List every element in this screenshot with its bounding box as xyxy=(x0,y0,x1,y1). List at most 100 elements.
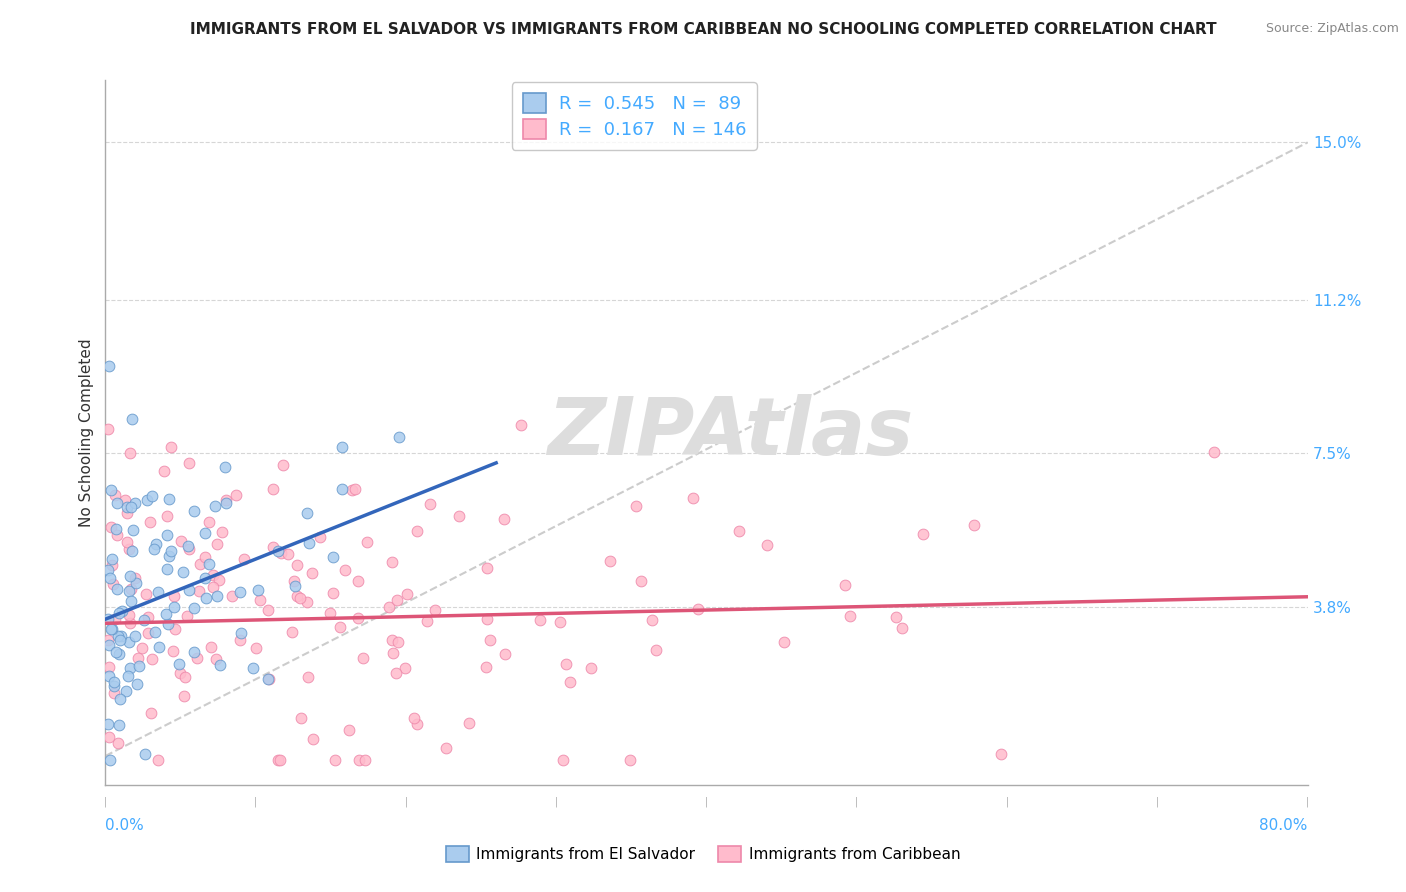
Point xyxy=(322,550,344,565)
Point xyxy=(290,711,312,725)
Point xyxy=(125,576,148,591)
Point xyxy=(183,504,205,518)
Point xyxy=(262,483,284,497)
Point xyxy=(215,496,238,510)
Point xyxy=(510,418,533,433)
Point xyxy=(118,542,141,557)
Point xyxy=(256,672,278,686)
Point xyxy=(120,446,142,460)
Point xyxy=(271,458,294,473)
Point xyxy=(377,599,399,614)
Point xyxy=(104,488,127,502)
Point xyxy=(297,670,319,684)
Point xyxy=(115,506,138,520)
Point xyxy=(205,536,228,550)
Point xyxy=(167,657,190,671)
Point xyxy=(117,669,139,683)
Point xyxy=(335,563,357,577)
Point xyxy=(270,546,292,560)
Point xyxy=(242,660,264,674)
Text: |: | xyxy=(405,797,408,807)
Point xyxy=(110,633,132,648)
Point xyxy=(97,638,120,652)
Point xyxy=(121,412,143,426)
Point xyxy=(281,625,304,640)
Point xyxy=(288,591,311,605)
Point xyxy=(148,585,170,599)
Point xyxy=(301,566,323,580)
Point xyxy=(283,574,305,589)
Point xyxy=(97,612,120,626)
Point xyxy=(405,716,427,731)
Point xyxy=(177,583,200,598)
Point xyxy=(381,555,404,569)
Text: 80.0%: 80.0% xyxy=(1260,818,1308,832)
Point xyxy=(103,674,125,689)
Text: ZIPAtlas: ZIPAtlas xyxy=(547,393,914,472)
Text: 0.0%: 0.0% xyxy=(105,818,145,832)
Point xyxy=(323,753,346,767)
Point xyxy=(356,535,378,549)
Point xyxy=(231,626,253,640)
Point xyxy=(183,601,205,615)
Point xyxy=(579,660,602,674)
Text: |: | xyxy=(554,797,558,807)
Point xyxy=(194,525,217,540)
Point xyxy=(157,491,180,506)
Point xyxy=(381,633,404,648)
Point xyxy=(475,560,498,574)
Point xyxy=(284,579,307,593)
Point xyxy=(108,718,131,732)
Point xyxy=(145,536,167,550)
Point xyxy=(214,459,236,474)
Point xyxy=(198,558,221,572)
Point xyxy=(101,577,124,591)
Point xyxy=(163,622,186,636)
Point xyxy=(553,753,575,767)
Point xyxy=(108,607,131,621)
Point xyxy=(204,500,226,514)
Point xyxy=(402,711,425,725)
Point xyxy=(387,430,409,444)
Point xyxy=(104,611,127,625)
Point xyxy=(143,542,166,557)
Point xyxy=(221,589,243,603)
Point xyxy=(155,607,177,621)
Point xyxy=(179,456,201,470)
Point xyxy=(97,669,120,683)
Point xyxy=(98,753,121,767)
Point xyxy=(141,706,163,721)
Point xyxy=(135,493,157,508)
Point xyxy=(97,716,120,731)
Point xyxy=(201,580,224,594)
Point xyxy=(477,612,499,626)
Point xyxy=(97,730,120,744)
Point xyxy=(97,633,120,648)
Point xyxy=(447,508,470,523)
Legend: R =  0.545   N =  89, R =  0.167   N = 146: R = 0.545 N = 89, R = 0.167 N = 146 xyxy=(512,82,756,150)
Point xyxy=(834,578,856,592)
Point xyxy=(132,613,155,627)
Point xyxy=(107,736,129,750)
Point xyxy=(156,562,179,576)
Point xyxy=(354,753,377,767)
Point xyxy=(118,634,141,648)
Point xyxy=(162,644,184,658)
Point xyxy=(105,582,128,597)
Point xyxy=(97,562,120,576)
Point xyxy=(772,635,794,649)
Point xyxy=(118,661,141,675)
Point xyxy=(114,493,136,508)
Point xyxy=(139,516,162,530)
Point xyxy=(100,558,122,573)
Point xyxy=(141,651,163,665)
Point xyxy=(884,610,907,624)
Point xyxy=(385,593,408,607)
Point xyxy=(110,604,132,618)
Point xyxy=(208,573,231,587)
Point xyxy=(246,582,269,597)
Text: |: | xyxy=(704,797,709,807)
Point xyxy=(346,574,368,589)
Y-axis label: No Schooling Completed: No Schooling Completed xyxy=(79,338,94,527)
Point xyxy=(176,608,198,623)
